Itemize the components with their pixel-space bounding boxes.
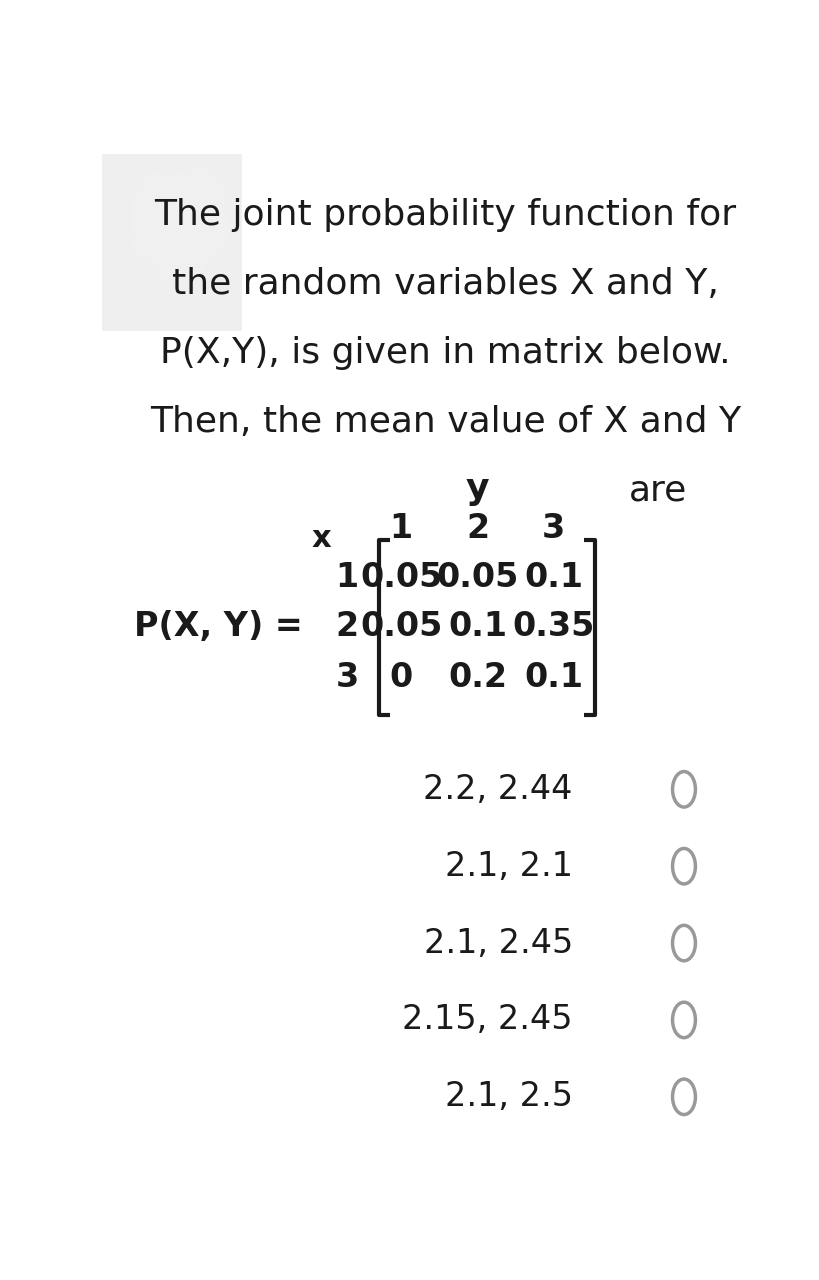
- Text: 0.1: 0.1: [523, 662, 582, 695]
- Ellipse shape: [129, 207, 170, 262]
- Text: 3: 3: [541, 512, 564, 544]
- Text: 3: 3: [335, 662, 359, 695]
- Ellipse shape: [146, 193, 211, 288]
- Bar: [102, 154, 242, 332]
- Ellipse shape: [175, 165, 226, 224]
- Text: P(X,Y), is given in matrix below.: P(X,Y), is given in matrix below.: [161, 335, 730, 370]
- Ellipse shape: [131, 169, 201, 247]
- Text: 0: 0: [389, 662, 412, 695]
- Text: 1: 1: [335, 561, 358, 594]
- Text: The joint probability function for: The joint probability function for: [155, 198, 735, 232]
- Text: 0.05: 0.05: [436, 561, 518, 594]
- Text: 2.2, 2.44: 2.2, 2.44: [423, 773, 572, 806]
- Text: 2.15, 2.45: 2.15, 2.45: [402, 1004, 572, 1037]
- Text: x: x: [311, 524, 331, 553]
- Text: 0.1: 0.1: [523, 561, 582, 594]
- Text: 2.1, 2.1: 2.1, 2.1: [444, 850, 572, 883]
- Text: are: are: [628, 474, 686, 508]
- Text: P(X, Y) =: P(X, Y) =: [134, 611, 303, 643]
- Text: the random variables X and Y,: the random variables X and Y,: [172, 268, 718, 301]
- Ellipse shape: [185, 202, 229, 259]
- Text: 0.05: 0.05: [360, 611, 441, 643]
- Text: 0.35: 0.35: [512, 611, 594, 643]
- Text: 2.1, 2.45: 2.1, 2.45: [423, 927, 572, 960]
- Text: 2: 2: [335, 611, 358, 643]
- Text: 2.1, 2.5: 2.1, 2.5: [444, 1080, 572, 1114]
- Text: 2: 2: [465, 512, 488, 544]
- Text: 1: 1: [389, 512, 412, 544]
- Text: 0.1: 0.1: [447, 611, 506, 643]
- Text: 0.2: 0.2: [447, 662, 506, 695]
- Text: Then, the mean value of X and Y: Then, the mean value of X and Y: [150, 404, 740, 439]
- Text: 0.05: 0.05: [360, 561, 441, 594]
- Text: y: y: [465, 472, 489, 506]
